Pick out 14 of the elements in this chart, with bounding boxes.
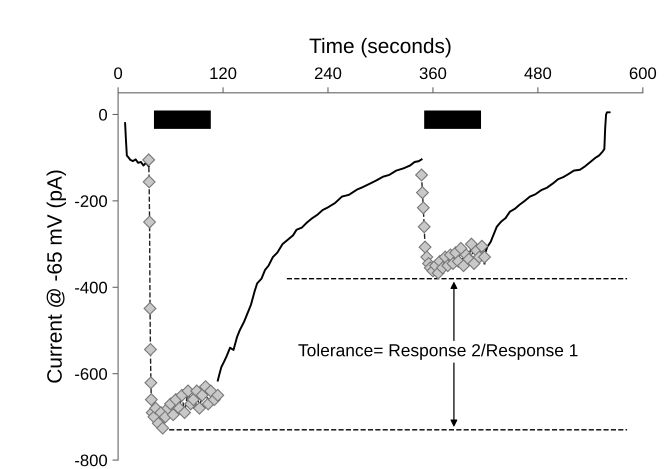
annotation: Tolerance= Response 2/Response 1 <box>298 344 578 360</box>
y-tick-label: -200 <box>75 195 108 208</box>
x-tick-label: 240 <box>314 67 342 80</box>
x-tick-label: 600 <box>630 67 656 80</box>
x-tick-label: 360 <box>420 67 446 80</box>
x-tick-label: 480 <box>524 67 552 80</box>
y-tick-label: -400 <box>75 282 108 294</box>
y-tick-label: 0 <box>99 108 108 121</box>
y-axis-title: Current @ -65 mV (pA) <box>46 170 66 383</box>
y-tick-label: -800 <box>75 454 108 466</box>
x-axis-title: Time (seconds) <box>310 38 451 58</box>
x-tick-label: 120 <box>210 67 236 80</box>
y-tick-label: -600 <box>75 368 108 380</box>
x-tick-label: 0 <box>114 67 122 80</box>
